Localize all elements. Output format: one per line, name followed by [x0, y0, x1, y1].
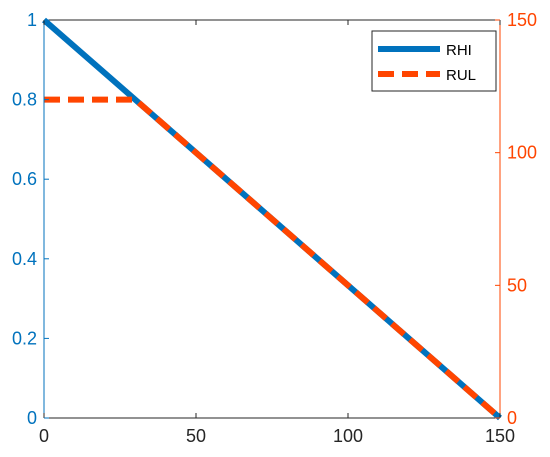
y-left-tick-label: 0.2: [12, 328, 37, 348]
series-line-rul: [44, 96, 502, 421]
legend-label-rhi: RHI: [446, 42, 472, 59]
y-left-tick-label: 0.6: [12, 169, 37, 189]
y-right-tick-label: 100: [507, 143, 537, 163]
series-layer: [42, 17, 502, 421]
x-tick-label: 100: [333, 426, 363, 446]
y-axis-right: 0 50 100 150: [495, 10, 537, 428]
x-tick-label: 150: [485, 426, 515, 446]
legend-box: [371, 30, 497, 92]
y-left-tick-label: 0.4: [12, 249, 37, 269]
y-right-tick-label: 50: [507, 275, 527, 295]
y-right-tick-label: 150: [507, 10, 537, 30]
y-left-tick-label: 0.8: [12, 90, 37, 110]
x-axis: 0 50 100 150: [39, 20, 515, 446]
y-axis-left: 0 0.2 0.4 0.6 0.8 1: [12, 10, 49, 428]
plot-frame: [43, 19, 501, 419]
y-left-tick-label: 0: [27, 408, 37, 428]
legend: RHI RUL: [371, 30, 497, 92]
x-tick-label: 0: [39, 426, 49, 446]
legend-label-rul: RUL: [446, 67, 476, 84]
y-left-tick-label: 1: [27, 10, 37, 30]
y-right-tick-label: 0: [507, 408, 517, 428]
x-tick-label: 50: [186, 426, 206, 446]
